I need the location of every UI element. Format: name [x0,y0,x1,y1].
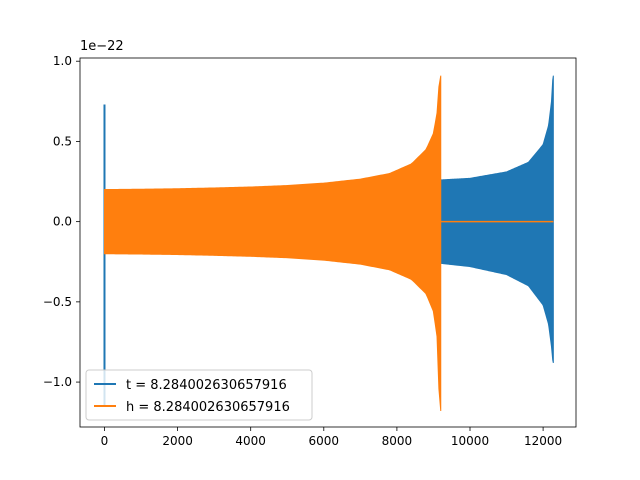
series-0-envelope [440,75,554,363]
x-tick-label: 6000 [309,434,340,448]
series-1-envelope [103,75,442,412]
y-tick-label: −0.5 [43,295,72,309]
y-offset-label: 1e−22 [80,39,124,54]
legend-label: h = 8.284002630657916 [126,400,290,415]
legend-box [85,369,313,421]
x-tick-label: 10000 [451,434,489,448]
x-axis: 0 2000 4000 6000 8000 10000 12000 [101,427,562,448]
y-tick-label: −1.0 [43,375,72,389]
x-tick-label: 0 [101,434,109,448]
x-tick-label: 4000 [235,434,266,448]
x-tick-label: 2000 [162,434,193,448]
legend-label: t = 8.284002630657916 [126,378,287,393]
plot-area [103,75,554,412]
y-tick-label: 1.0 [53,54,72,68]
x-tick-label: 12000 [524,434,562,448]
legend: t = 8.284002630657916 h = 8.2840026306579… [85,369,313,421]
x-tick-label: 8000 [382,434,413,448]
y-tick-label: 0.5 [53,134,72,148]
y-axis: 1.0 0.5 0.0 −0.5 −1.0 [43,54,80,389]
series-group [103,75,554,412]
y-tick-label: 0.0 [53,215,72,229]
axes-frame [79,57,577,428]
